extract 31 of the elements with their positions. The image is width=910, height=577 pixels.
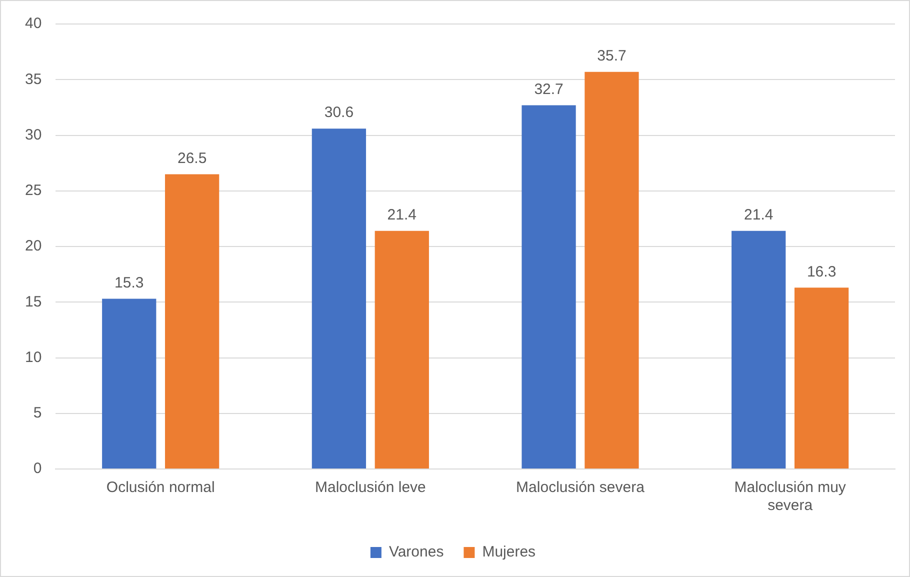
data-label: 15.3 — [114, 274, 144, 292]
y-tick-label: 30 — [24, 126, 42, 144]
bar — [794, 288, 849, 468]
bar — [102, 298, 156, 468]
x-tick-label: Maloclusión severa — [516, 479, 646, 496]
y-tick-label: 5 — [33, 404, 42, 422]
bar — [522, 105, 576, 468]
bar — [374, 230, 429, 468]
bar — [165, 174, 220, 468]
x-tick-label: Maloclusión leve — [314, 479, 426, 496]
x-tick-label: Oclusión normal — [106, 479, 215, 496]
data-label: 35.7 — [597, 47, 626, 64]
y-tick-label: 0 — [33, 460, 42, 478]
y-tick-label: 40 — [24, 15, 42, 32]
y-tick-label: 35 — [24, 70, 42, 88]
y-tick-label: 15 — [24, 293, 42, 310]
data-label: 21.4 — [744, 206, 774, 224]
y-tick-label: 25 — [24, 182, 42, 200]
data-label: 30.6 — [324, 104, 354, 122]
y-tick-label: 20 — [24, 238, 42, 255]
legend-label: Mujeres — [482, 544, 536, 561]
bar — [732, 230, 786, 468]
data-label: 21.4 — [387, 206, 417, 224]
bar — [584, 72, 639, 468]
data-label: 16.3 — [806, 263, 836, 280]
bar — [312, 128, 366, 468]
legend-label: Varones — [388, 544, 444, 561]
y-tick-label: 10 — [24, 348, 42, 366]
x-tick-label: Maloclusión muy severa — [734, 479, 846, 514]
data-label: 32.7 — [534, 80, 564, 98]
data-label: 26.5 — [177, 150, 207, 167]
